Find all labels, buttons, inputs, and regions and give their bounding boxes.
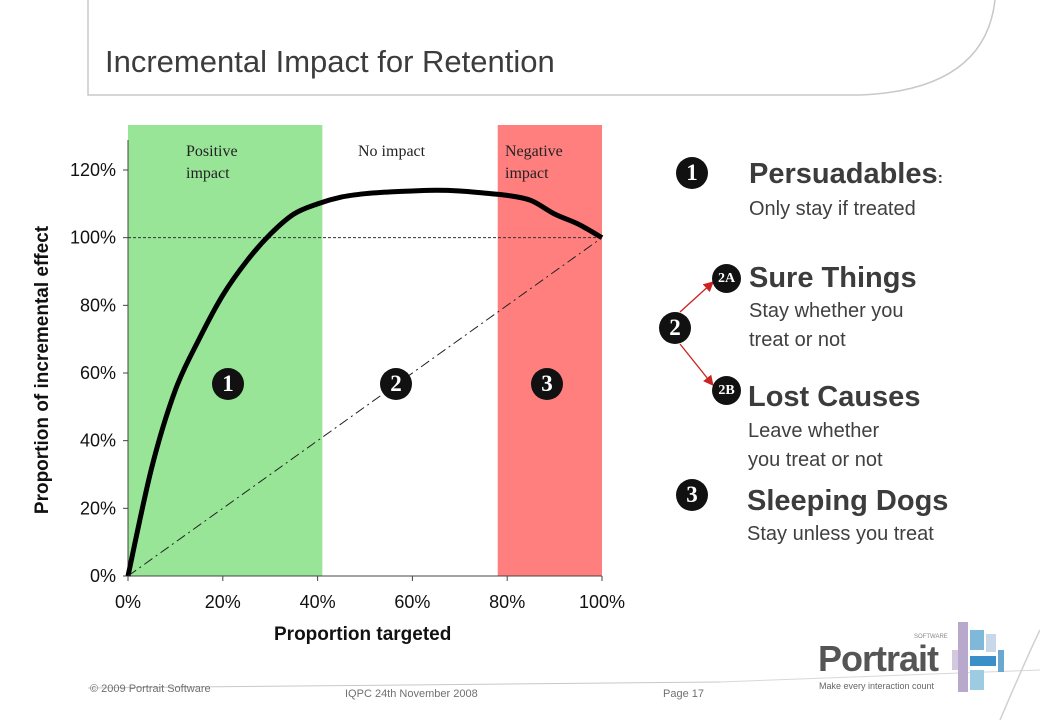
y-tick-label-4: 80% [80, 295, 116, 315]
slide-title: Incremental Impact for Retention [105, 44, 555, 79]
persuadables-colon: : [937, 170, 943, 187]
persuadables-marker: 1 [676, 157, 708, 189]
region-marker-3: 3 [531, 368, 563, 400]
sleeping-dogs-marker: 3 [676, 479, 708, 511]
region-2 [497, 125, 602, 576]
sleeping-dogs-desc: Stay unless you treat [747, 523, 934, 545]
lost-causes-desc-1: Leave whether [748, 420, 880, 442]
x-tick-label-3: 60% [394, 592, 430, 612]
corner-swoosh [999, 629, 1040, 720]
y-tick-label-1: 20% [80, 498, 116, 518]
region-marker-1: 1 [212, 368, 244, 400]
sure-things-desc-1: Stay whether you [749, 300, 904, 322]
regions-layer [128, 125, 602, 576]
sure-things-marker: 2A [712, 264, 741, 293]
incremental-effect-curve [125, 187, 604, 577]
x-tick-label-2: 40% [300, 592, 336, 612]
group2-marker: 2 [659, 312, 691, 344]
x-tick-label-0: 0% [115, 592, 141, 612]
lost-causes-marker: 2B [712, 376, 741, 405]
footer-copyright: © 2009 Portrait Software [90, 683, 211, 695]
y-tick-label-6: 120% [70, 160, 116, 180]
x-tick-label-1: 20% [205, 592, 241, 612]
y-tick-label-3: 60% [80, 363, 116, 383]
sure-things-title: Sure Things [749, 262, 917, 294]
logo-cube-icon [952, 622, 1004, 692]
x-axis-title: Proportion targeted [274, 624, 452, 645]
persuadables-desc: Only stay if treated [749, 198, 916, 220]
random-targeting-line [127, 237, 603, 577]
footer-divider-right [719, 669, 1040, 683]
sure-things-desc-2: treat or not [749, 329, 846, 351]
sleeping-dogs-title: Sleeping Dogs [747, 485, 949, 517]
region-label-negative: Negative impact [505, 143, 563, 182]
x-tick-label-5: 100% [579, 592, 625, 612]
footer-page: Page 17 [663, 688, 704, 700]
region-0 [128, 125, 323, 576]
arrow-to-2b [679, 343, 714, 387]
footer-event: IQPC 24th November 2008 [345, 688, 478, 700]
logo-wordmark: Portrait [818, 638, 939, 679]
region-marker-2: 2 [380, 368, 412, 400]
axes-layer: 0% 20% 40% 60% 80% 100% 0% 20% 40% 60% 80% 100% 120% [70, 140, 625, 612]
x-tick-label-4: 80% [489, 592, 525, 612]
region-label-positive: Positive impact [186, 143, 238, 182]
logo-superscript: SOFTWARE [914, 634, 948, 640]
series-layer [125, 187, 604, 577]
y-tick-label-0: 0% [90, 566, 116, 586]
y-tick-label-2: 40% [80, 431, 116, 451]
arrow-to-2a [679, 281, 714, 313]
persuadables-title: Persuadables: [749, 158, 943, 191]
y-tick-label-5: 100% [70, 228, 116, 248]
header-frame-curve [87, 0, 996, 96]
logo-tagline: Make every interaction count [819, 681, 935, 691]
portrait-logo: Portrait SOFTWARE Make every interaction… [814, 620, 1014, 700]
lost-causes-desc-2: you treat or not [748, 449, 883, 471]
lost-causes-title: Lost Causes [748, 381, 921, 413]
persuadables-title-text: Persuadables [749, 158, 938, 190]
region-label-none: No impact [358, 143, 426, 160]
footer-divider [87, 681, 721, 689]
